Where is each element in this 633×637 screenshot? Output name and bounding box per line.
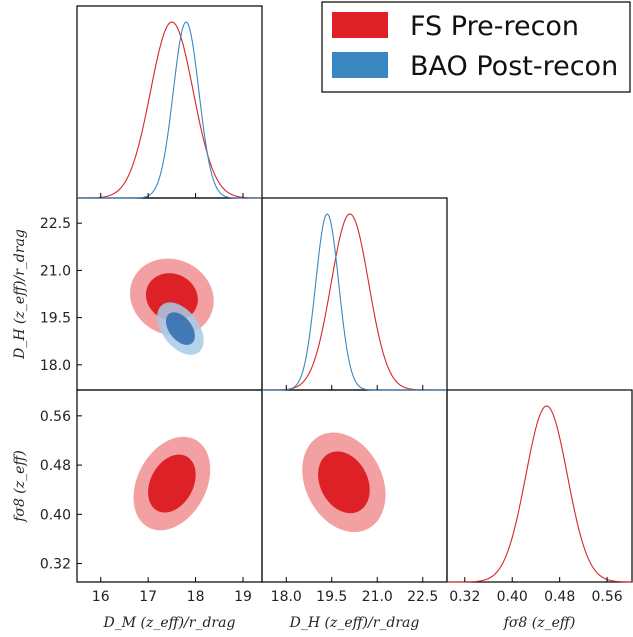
xtick-label-DM-0: 16	[92, 589, 110, 605]
contour-68-0-DM-fs8	[148, 454, 196, 513]
ytick-label-DH-0: 18.0	[40, 358, 71, 374]
marginal-0-fs8	[447, 405, 632, 583]
marginal-1-DH	[262, 213, 447, 391]
xtick-label-DH-0: 18.0	[271, 589, 302, 605]
panel-frame-DM-DM	[76, 5, 263, 199]
xtick-label-fs8-1: 0.40	[497, 589, 528, 605]
legend: FS Pre-recon BAO Post-recon	[321, 1, 631, 93]
marginal-0-DH	[262, 213, 447, 391]
legend-swatch-1	[332, 52, 388, 78]
xtick-label-fs8-2: 0.48	[544, 589, 575, 605]
marginal-1-DM	[77, 21, 262, 199]
x-axis-label-DM: D_M (z_eff)/r_drag	[103, 615, 236, 631]
legend-label-1: BAO Post-recon	[410, 51, 618, 82]
xtick-label-DM-1: 17	[139, 589, 157, 605]
marginal-0-DM	[77, 21, 263, 199]
ytick-label-fs8-1: 0.40	[40, 507, 71, 523]
contour-68-1-DM-DH	[165, 312, 195, 345]
ytick-label-fs8-0: 0.32	[40, 557, 71, 573]
ytick-label-DH-2: 21.0	[40, 263, 71, 279]
xtick-label-fs8-3: 0.56	[592, 589, 623, 605]
panel-frame-DH-DH	[261, 197, 448, 391]
axis-labels-layer: D_M (z_eff)/r_drag D_H (z_eff)/r_drag fσ8 …	[12, 229, 575, 631]
x-axis-label-fs8: fσ8 (z_eff)	[503, 615, 576, 631]
xtick-label-fs8-0: 0.32	[449, 589, 480, 605]
ytick-label-DH-3: 22.5	[40, 216, 71, 232]
contour-68-0-DH-fs8	[318, 451, 370, 514]
ytick-label-fs8-2: 0.48	[40, 458, 71, 474]
xtick-label-DH-1: 19.5	[316, 589, 347, 605]
ticks-layer: 16 17 18 19 18.0 19.5 21.0 22.5 0.32 0.40 0.48 0.56…	[40, 193, 623, 605]
legend-swatch-0	[332, 12, 388, 38]
xtick-label-DM-3: 19	[234, 589, 252, 605]
x-axis-label-DH: D_H (z_eff)/r_drag	[289, 615, 420, 631]
ytick-label-fs8-3: 0.56	[40, 409, 71, 425]
xtick-label-DM-2: 18	[187, 589, 205, 605]
xtick-label-DH-3: 22.5	[407, 589, 438, 605]
y-axis-label-fs8: fσ8 (z_eff)	[12, 450, 28, 523]
panel-frame-fs8-fs8	[446, 389, 633, 583]
y-axis-label-DH: D_H (z_eff)/r_drag	[12, 229, 28, 360]
xtick-label-DH-2: 21.0	[362, 589, 393, 605]
ytick-label-DH-1: 19.5	[40, 311, 71, 327]
legend-label-0: FS Pre-recon	[410, 11, 579, 42]
panels-layer	[76, 5, 633, 583]
